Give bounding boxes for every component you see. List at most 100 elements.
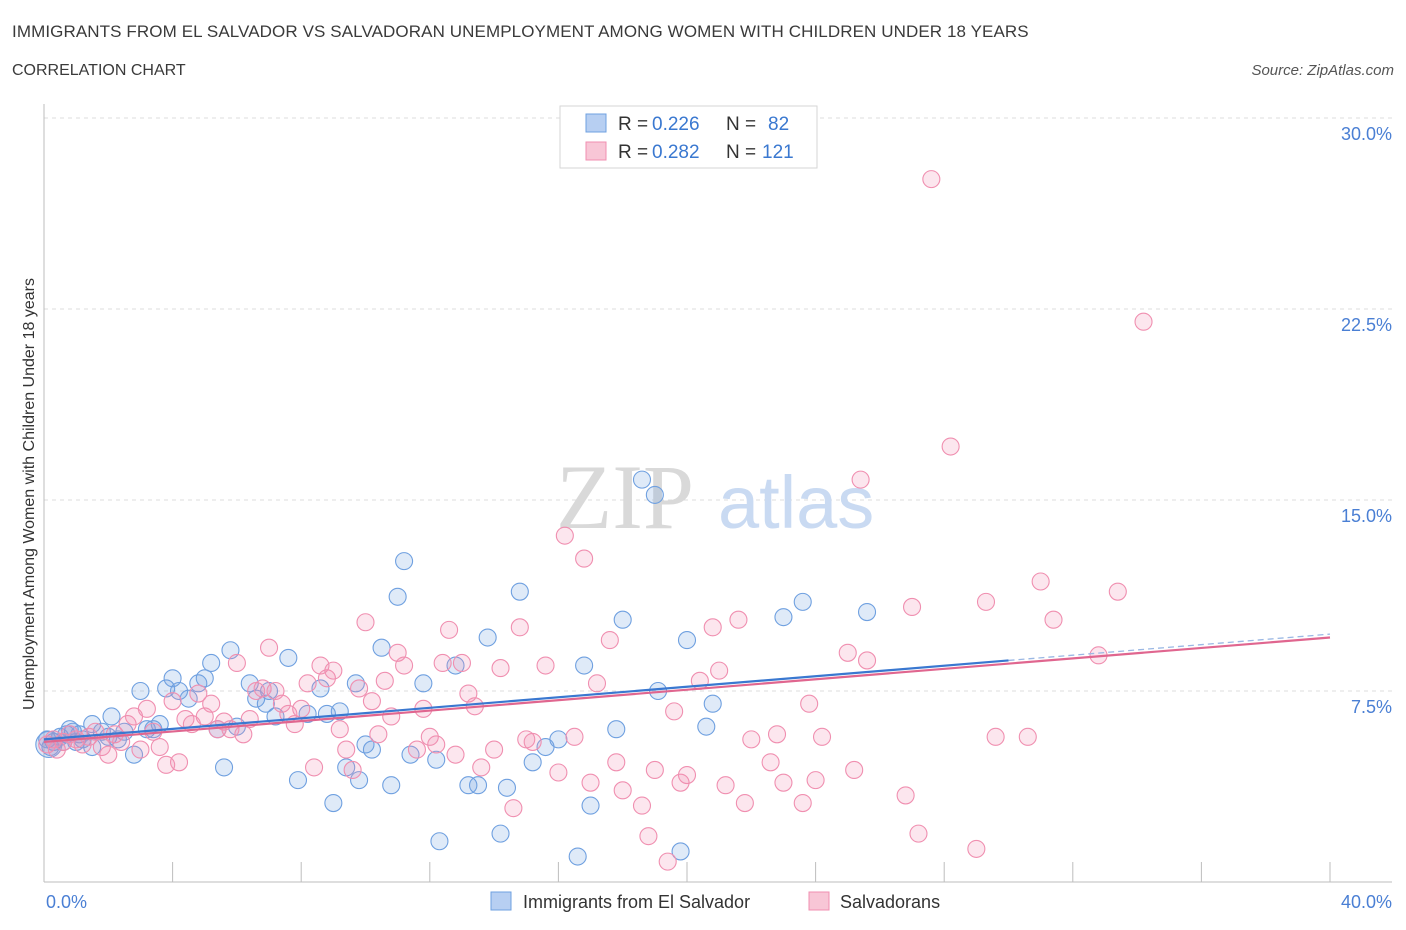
- data-point-salvadorans: [227, 653, 246, 673]
- y-tick-label: 15.0%: [1341, 506, 1392, 526]
- legend-label-immigrants: Immigrants from El Salvador: [523, 892, 750, 912]
- y-tick-label: 7.5%: [1351, 697, 1392, 717]
- data-point-salvadorans: [857, 651, 877, 670]
- data-point-salvadorans: [735, 794, 754, 813]
- data-point-salvadorans: [150, 737, 169, 757]
- data-point-salvadorans: [800, 694, 819, 713]
- data-point-salvadorans: [645, 760, 664, 779]
- data-point-immigrants: [581, 796, 600, 815]
- data-point-salvadorans: [639, 827, 658, 846]
- data-point-salvadorans: [292, 699, 311, 718]
- data-point-immigrants: [430, 832, 449, 851]
- data-point-salvadorans: [845, 760, 864, 779]
- data-point-salvadorans: [472, 758, 491, 777]
- watermark-zip: ZIP: [556, 446, 694, 548]
- legend-n-value: 82: [768, 114, 789, 135]
- data-point-immigrants: [169, 681, 189, 701]
- data-point-immigrants: [346, 674, 365, 693]
- data-point-immigrants: [697, 717, 716, 736]
- data-point-immigrants: [857, 603, 877, 622]
- legend-swatch-blue: [585, 113, 607, 133]
- data-point-immigrants: [491, 824, 510, 843]
- data-point-immigrants: [568, 847, 587, 866]
- legend-swatch-immigrants: [490, 891, 512, 911]
- data-point-immigrants: [202, 653, 221, 673]
- data-point-immigrants: [414, 674, 433, 693]
- data-point-salvadorans: [395, 656, 414, 675]
- data-point-salvadorans: [941, 437, 960, 456]
- data-point-salvadorans: [909, 824, 928, 843]
- data-point-salvadorans: [272, 694, 291, 713]
- legend-r-label: R =: [618, 114, 648, 135]
- data-point-salvadorans: [742, 730, 761, 749]
- data-point-salvadorans: [838, 643, 857, 662]
- legend-swatch-pink: [585, 141, 607, 161]
- legend-swatch-salvadorans: [808, 891, 830, 911]
- data-point-salvadorans: [317, 669, 336, 688]
- trend-line-immigrants-extension: [1008, 633, 1331, 662]
- data-point-salvadorans: [485, 740, 504, 759]
- data-point-salvadorans: [793, 794, 812, 813]
- data-point-immigrants: [677, 631, 697, 650]
- data-point-immigrants: [324, 794, 343, 813]
- data-point-salvadorans: [356, 613, 375, 632]
- data-point-immigrants: [214, 758, 234, 777]
- data-point-immigrants: [388, 587, 407, 606]
- data-point-salvadorans: [92, 737, 111, 757]
- data-point-salvadorans: [1031, 572, 1050, 591]
- data-point-salvadorans: [710, 661, 729, 680]
- data-point-salvadorans: [1134, 312, 1153, 331]
- data-point-salvadorans: [234, 725, 253, 744]
- data-point-immigrants: [645, 485, 664, 504]
- data-point-immigrants: [459, 776, 478, 795]
- data-point-salvadorans: [99, 745, 118, 764]
- data-point-immigrants: [362, 740, 381, 759]
- data-point-immigrants: [613, 610, 632, 629]
- watermark-atlas: atlas: [718, 461, 874, 544]
- data-point-salvadorans: [607, 753, 626, 772]
- grid-lines: [44, 117, 1392, 692]
- data-point-immigrants: [793, 592, 812, 611]
- data-point-salvadorans: [427, 735, 446, 754]
- legend-label-salvadorans: Salvadorans: [840, 892, 940, 912]
- data-point-salvadorans: [169, 753, 189, 772]
- data-point-salvadorans: [536, 656, 555, 675]
- data-point-salvadorans: [330, 720, 349, 739]
- data-point-salvadorans: [337, 740, 356, 759]
- data-point-salvadorans: [658, 852, 677, 871]
- data-point-salvadorans: [202, 694, 221, 713]
- legend-top: R = 0.226 N = 82 R = 0.282 N = 121: [559, 105, 818, 169]
- data-point-salvadorans: [259, 638, 279, 657]
- data-point-salvadorans: [362, 692, 381, 711]
- data-point-salvadorans: [922, 170, 941, 189]
- y-tick-labels: 7.5% 15.0% 22.5% 30.0%: [1341, 124, 1392, 717]
- data-point-salvadorans: [137, 699, 156, 718]
- data-point-salvadorans: [324, 661, 343, 680]
- data-point-immigrants: [703, 694, 722, 713]
- data-point-salvadorans: [452, 653, 472, 673]
- data-point-immigrants: [279, 648, 298, 667]
- data-point-salvadorans: [565, 727, 584, 746]
- data-point-immigrants: [774, 608, 793, 627]
- watermark: ZIP atlas: [556, 446, 874, 548]
- data-point-salvadorans: [446, 745, 465, 764]
- data-point-salvadorans: [774, 773, 793, 792]
- data-point-salvadorans: [1108, 582, 1127, 601]
- legend-n-label: N =: [726, 142, 756, 163]
- data-point-immigrants: [497, 778, 517, 797]
- legend-r-value: 0.282: [652, 142, 700, 163]
- data-point-immigrants: [468, 776, 488, 795]
- data-point-immigrants: [510, 582, 529, 601]
- data-point-salvadorans: [343, 760, 362, 779]
- chart-title: IMMIGRANTS FROM EL SALVADOR VS SALVADORA…: [12, 22, 1029, 41]
- x-tick-label: 0.0%: [46, 892, 87, 912]
- chart-subtitle: CORRELATION CHART: [12, 62, 186, 79]
- data-point-salvadorans: [420, 727, 439, 746]
- legend-r-label: R =: [618, 142, 648, 163]
- source-credit: Source: ZipAtlas.com: [1251, 62, 1394, 79]
- data-point-salvadorans: [575, 549, 594, 568]
- data-point-salvadorans: [433, 653, 452, 673]
- data-point-immigrants: [395, 552, 414, 571]
- data-point-salvadorans: [1044, 610, 1063, 629]
- trend-lines: [43, 633, 1331, 744]
